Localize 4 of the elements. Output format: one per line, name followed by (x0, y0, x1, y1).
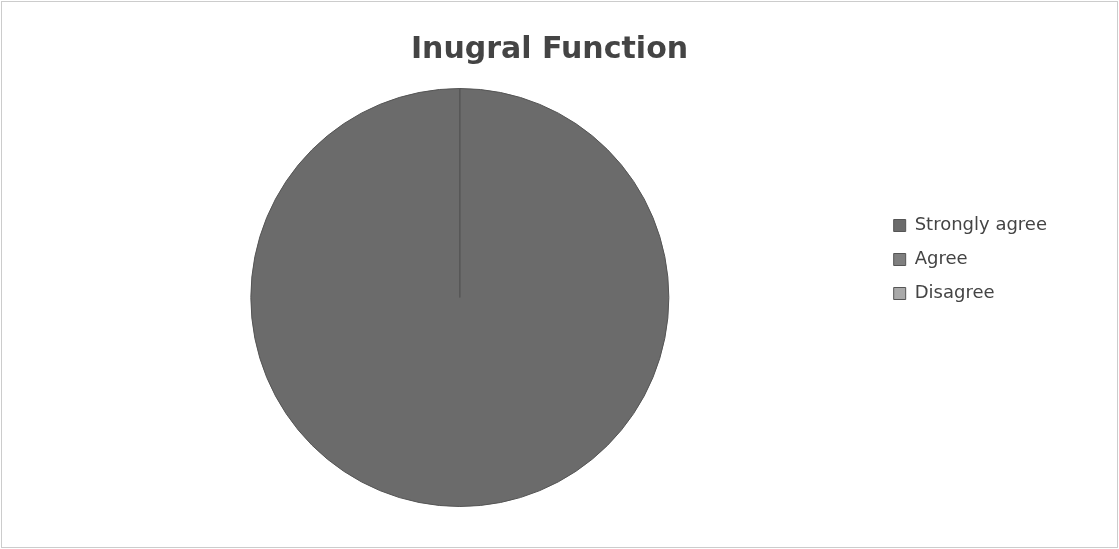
legend-label: Agree (914, 247, 968, 269)
chart-title: Inugral Function (410, 29, 689, 65)
legend-label: Disagree (914, 281, 995, 303)
legend-label: Strongly agree (914, 213, 1048, 235)
